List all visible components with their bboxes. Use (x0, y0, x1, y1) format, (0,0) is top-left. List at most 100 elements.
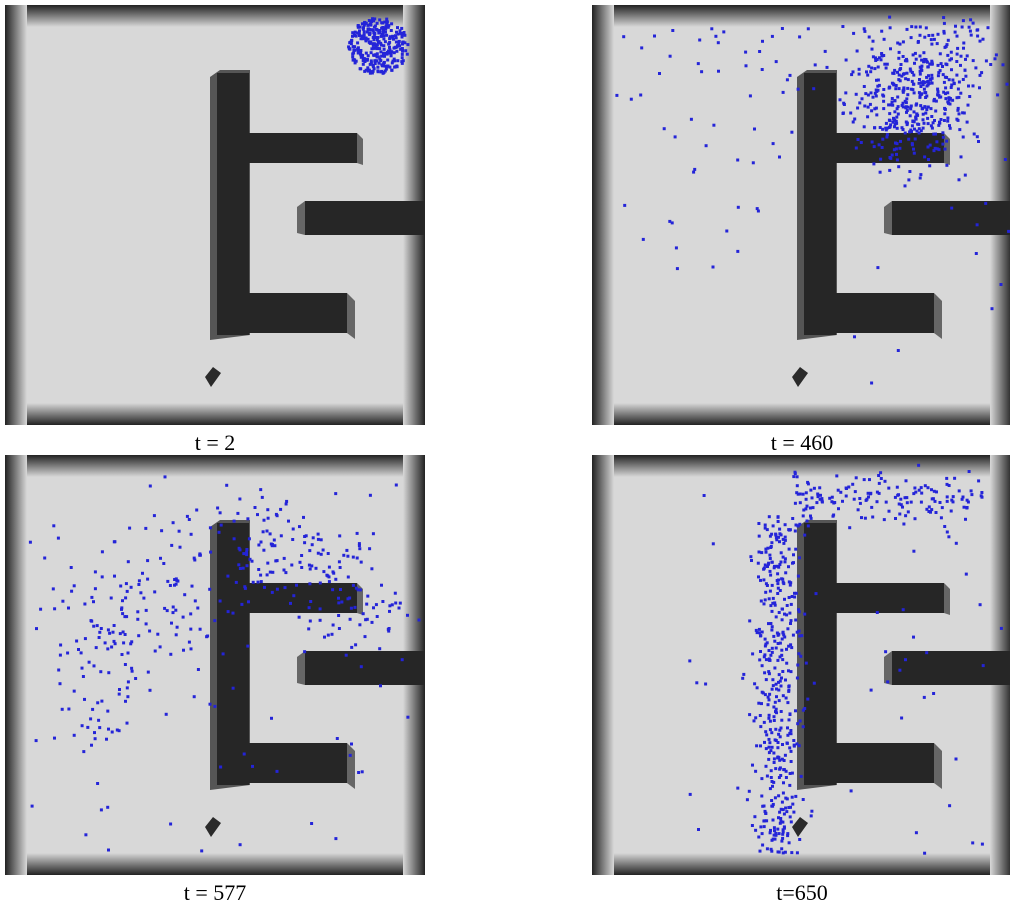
particle (820, 500, 824, 504)
particle (762, 566, 766, 570)
particle (782, 768, 786, 772)
particle (372, 53, 376, 57)
particle (218, 599, 222, 603)
particle (908, 114, 912, 118)
particle (919, 67, 923, 71)
particle (318, 607, 322, 611)
particle (362, 23, 366, 27)
particle (955, 96, 959, 100)
particle (835, 474, 839, 478)
particle (945, 76, 949, 79)
particle (810, 809, 814, 813)
particle (770, 849, 774, 853)
particle (759, 825, 763, 829)
particle (334, 577, 338, 581)
particle (888, 85, 892, 89)
particle (86, 725, 90, 729)
particle (156, 632, 160, 636)
particle (39, 607, 43, 611)
particle (108, 631, 112, 635)
particle (105, 737, 108, 741)
particle (366, 23, 370, 27)
particle (880, 146, 884, 149)
particle (893, 110, 897, 114)
particle (395, 45, 399, 49)
particle (887, 486, 891, 490)
particle (251, 764, 254, 768)
particle (841, 111, 845, 115)
particle (768, 719, 772, 723)
particle (123, 633, 127, 636)
particle (695, 681, 699, 685)
particle (791, 517, 795, 520)
particle (748, 713, 752, 717)
particle (92, 624, 96, 628)
particle (759, 725, 763, 729)
particle (969, 33, 973, 37)
particle (174, 608, 178, 612)
particle (298, 560, 302, 564)
particle (862, 478, 866, 482)
particle (863, 104, 867, 108)
particle (353, 605, 357, 609)
particle (838, 98, 842, 102)
particle (894, 141, 897, 145)
particle (741, 676, 745, 680)
particle (772, 705, 776, 709)
particle (933, 119, 936, 122)
particle (66, 651, 70, 655)
particle (920, 92, 924, 96)
particle (213, 619, 217, 623)
particle (809, 488, 813, 492)
particle (768, 831, 772, 835)
particle (873, 107, 877, 111)
particle (248, 557, 252, 561)
particle (639, 93, 643, 97)
particle (901, 128, 905, 131)
particle (757, 701, 761, 705)
particle (912, 91, 916, 95)
particle (93, 731, 96, 735)
particle (927, 158, 930, 161)
particle (381, 600, 385, 603)
particle (947, 484, 951, 487)
particle (289, 601, 292, 605)
particle (346, 554, 350, 558)
particle (955, 52, 959, 56)
particle (369, 51, 373, 55)
particle (385, 33, 389, 37)
particle (356, 49, 360, 53)
particle (774, 831, 778, 835)
particle (396, 59, 400, 63)
particle (931, 497, 935, 501)
particle (773, 837, 777, 841)
particle (910, 142, 914, 146)
particle (858, 101, 862, 105)
particle (964, 57, 967, 61)
particle (745, 798, 749, 802)
particle (851, 120, 855, 124)
particle (775, 711, 778, 715)
particle (961, 78, 965, 81)
particle (892, 82, 896, 86)
particle (907, 137, 911, 141)
particle (378, 18, 382, 22)
particle (798, 719, 802, 723)
particle (764, 547, 768, 551)
particle (912, 492, 916, 496)
particle (945, 476, 949, 480)
particle (129, 585, 133, 589)
particle (787, 841, 791, 845)
particle (354, 586, 358, 590)
particle (173, 578, 177, 581)
particle (401, 49, 405, 53)
particle (671, 29, 675, 32)
particle (382, 44, 386, 48)
panel (5, 5, 425, 425)
particle (816, 495, 820, 499)
particle (390, 50, 394, 54)
particle (767, 716, 771, 720)
particle (755, 744, 759, 748)
particle (67, 707, 71, 711)
particle (370, 71, 374, 75)
